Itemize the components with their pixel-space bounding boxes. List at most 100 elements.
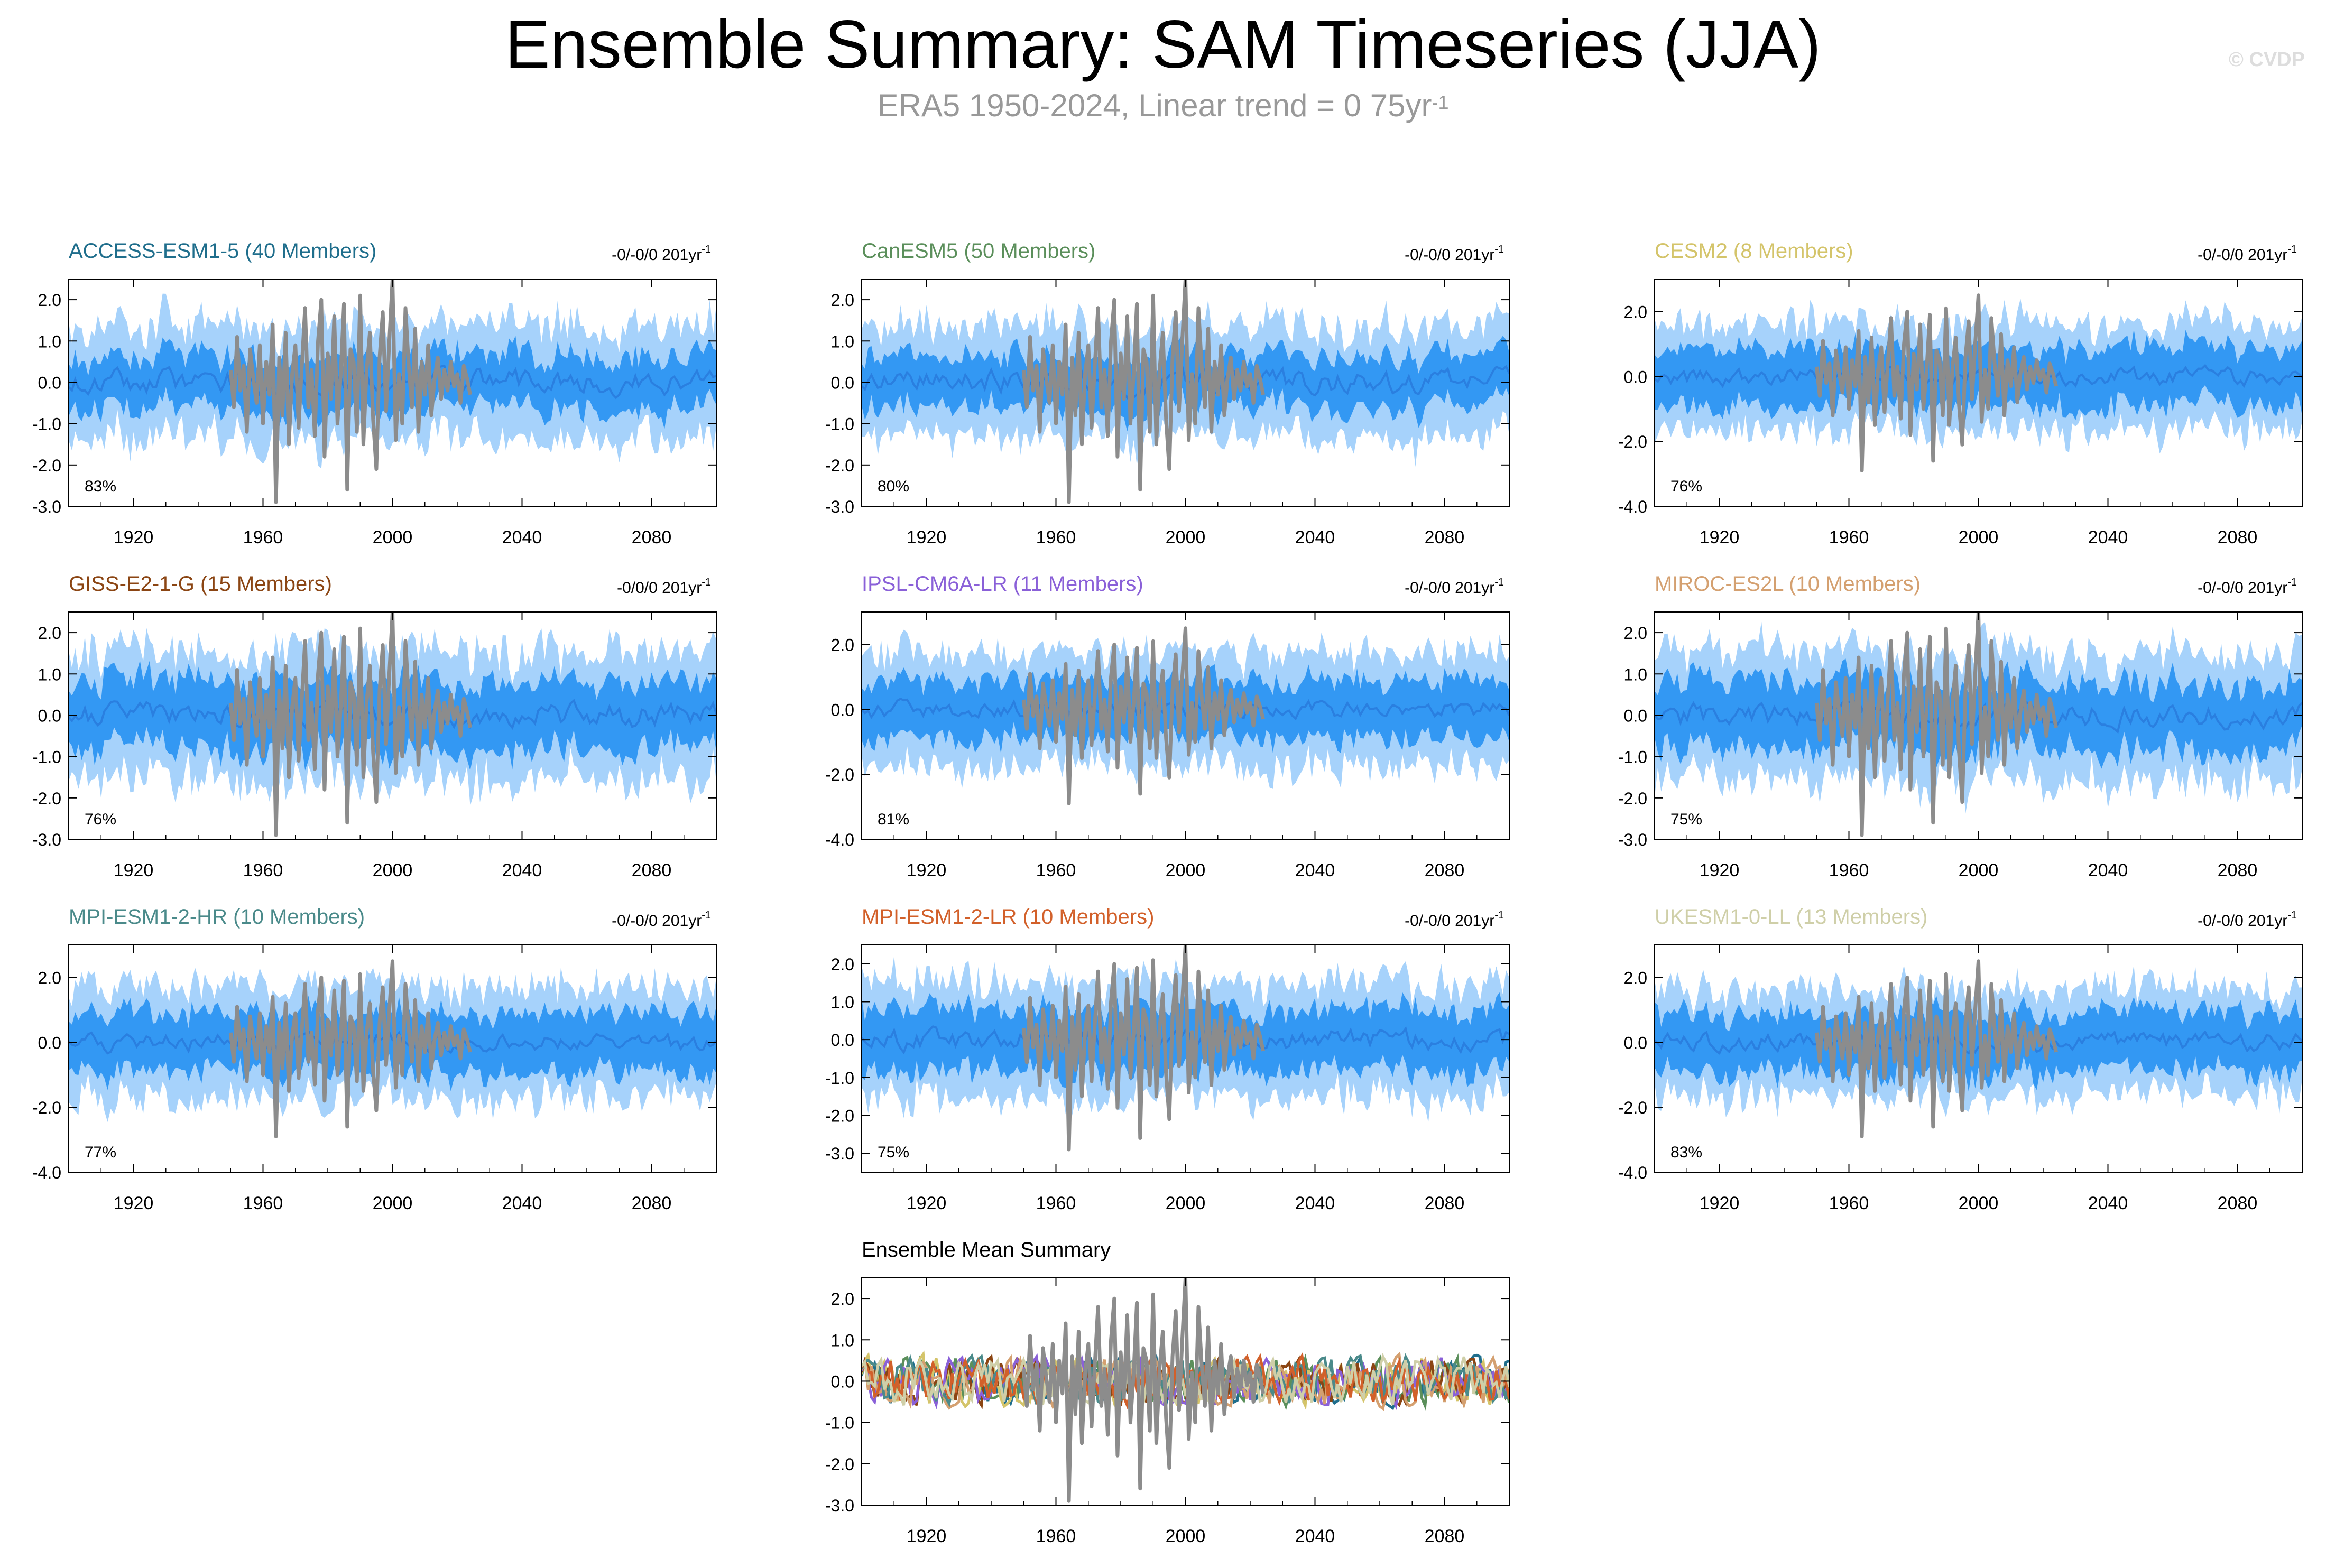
panel-percent-label: 76% <box>1670 478 1702 495</box>
y-tick-label: 2.0 <box>831 1289 854 1309</box>
x-tick-label: 2000 <box>1166 527 1206 548</box>
panel-percent-label: 76% <box>85 811 116 828</box>
panel-trend-sup: -1 <box>702 577 711 588</box>
panel-plot-area <box>862 626 1509 805</box>
panel-title: CanESM5 (50 Members) <box>862 239 1095 263</box>
ensemble-mean-line <box>69 1029 716 1055</box>
panel-ukesm: UKESM1-0-LL (13 Members) -0/-0/0 201yr-1 2… <box>1618 905 2303 1213</box>
ensemble-mean-line <box>1655 697 2302 734</box>
x-tick-label: 2040 <box>502 527 542 548</box>
y-tick-label: -4.0 <box>825 830 854 849</box>
panel-trend: -0/-0/0 201yr-1 <box>612 910 711 930</box>
y-tick-label: 2.0 <box>38 968 61 987</box>
x-tick-label: 2080 <box>2218 527 2258 548</box>
x-tick-label: 2000 <box>1166 860 1206 880</box>
y-tick-label: 0.0 <box>831 373 854 392</box>
panel-trend-sup: -1 <box>1494 910 1504 921</box>
y-tick-label: -3.0 <box>825 497 854 516</box>
era5-observation-line <box>1021 945 1265 1152</box>
x-tick-label: 2080 <box>1425 860 1465 880</box>
x-tick-label: 1920 <box>1700 527 1740 548</box>
x-tick-label: 2040 <box>1295 1193 1335 1213</box>
y-tick-label: 0.0 <box>831 1372 854 1391</box>
y-tick-label: 0.0 <box>1624 1033 1647 1052</box>
panel-percent-label: 75% <box>1670 811 1702 828</box>
panel-trend: -0/-0/0 201yr-1 <box>612 244 711 264</box>
ensemble-mean-line <box>1655 364 2302 388</box>
x-tick-label: 1920 <box>114 860 154 880</box>
panel-trend: -0/-0/0 201yr-1 <box>1405 244 1504 264</box>
panel-access: ACCESS-ESM1-5 (40 Members) -0/-0/0 201yr-… <box>32 239 717 548</box>
panel-trend-sup: -1 <box>1494 244 1504 255</box>
y-tick-label: -3.0 <box>32 497 61 516</box>
x-tick-label: 2040 <box>1295 860 1335 880</box>
panel-percent-label: 80% <box>878 478 909 495</box>
panel-plot-area <box>1655 612 2302 837</box>
panel-percent-label: 75% <box>878 1144 909 1161</box>
panel-percent-label: 81% <box>878 811 909 828</box>
era5-observation-line <box>228 279 472 504</box>
x-tick-label: 1960 <box>243 527 283 548</box>
panel-trend: -0/0/0 201yr-1 <box>617 577 711 597</box>
x-tick-label: 2040 <box>2088 860 2128 880</box>
y-tick-label: 2.0 <box>1624 624 1647 643</box>
panel-plot-area <box>862 1278 1509 1503</box>
panel-title: GISS-E2-1-G (15 Members) <box>69 572 332 596</box>
y-tick-label: -2.0 <box>32 1098 61 1117</box>
panel-mpilr: MPI-ESM1-2-LR (10 Members) -0/-0/0 201yr-… <box>825 905 1510 1213</box>
y-tick-label: -2.0 <box>32 456 61 475</box>
y-tick-label: -2.0 <box>1618 789 1647 808</box>
panel-trend-sup: -1 <box>1494 577 1504 588</box>
x-tick-label: 1960 <box>1036 1526 1076 1546</box>
y-tick-label: 2.0 <box>1624 968 1647 987</box>
x-tick-label: 1920 <box>114 1193 154 1213</box>
x-tick-label: 1960 <box>243 860 283 880</box>
x-tick-label: 1960 <box>1829 527 1869 548</box>
panel-percent-label: 83% <box>1670 1144 1702 1161</box>
y-tick-label: -2.0 <box>825 1107 854 1126</box>
page-title: Ensemble Summary: SAM Timeseries (JJA) <box>505 7 1821 82</box>
panel-title: IPSL-CM6A-LR (11 Members) <box>862 572 1143 596</box>
x-tick-label: 1920 <box>1700 860 1740 880</box>
y-tick-label: -2.0 <box>825 456 854 475</box>
inner-spread-band <box>1655 329 2302 421</box>
panel-ipsl: IPSL-CM6A-LR (11 Members) -0/-0/0 201yr-1… <box>825 572 1510 880</box>
inner-spread-band <box>1655 658 2302 769</box>
panel-cesm2: CESM2 (8 Members) -0/-0/0 201yr-1 2.0 0.0 -2… <box>1618 239 2303 548</box>
x-tick-label: 2080 <box>2218 860 2258 880</box>
panel-mpihr: MPI-ESM1-2-HR (10 Members) -0/-0/0 201yr-… <box>32 905 717 1213</box>
x-tick-label: 2040 <box>2088 527 2128 548</box>
y-tick-label: -3.0 <box>825 1144 854 1163</box>
x-tick-label: 2000 <box>373 1193 413 1213</box>
y-tick-label: 1.0 <box>831 1331 854 1350</box>
panel-trend: -0/-0/0 201yr-1 <box>2198 577 2297 597</box>
y-tick-label: 0.0 <box>1624 367 1647 386</box>
panel-title: MPI-ESM1-2-HR (10 Members) <box>69 905 365 929</box>
y-tick-label: 2.0 <box>38 291 61 310</box>
x-tick-label: 1960 <box>1036 1193 1076 1213</box>
panel-title: ACCESS-ESM1-5 (40 Members) <box>69 239 376 263</box>
y-tick-label: 0.0 <box>38 373 61 392</box>
x-tick-label: 2080 <box>632 1193 672 1213</box>
y-tick-label: -3.0 <box>825 1496 854 1515</box>
panel-trend: -0/-0/0 201yr-1 <box>1405 910 1504 930</box>
y-tick-label: -2.0 <box>825 1455 854 1474</box>
y-tick-label: 0.0 <box>38 706 61 725</box>
y-tick-label: 0.0 <box>831 1031 854 1050</box>
ensemble-mean-line <box>862 365 1509 400</box>
x-tick-label: 2080 <box>1425 527 1465 548</box>
panel-plot-area <box>69 959 716 1138</box>
model-mean-line <box>862 1353 1509 1412</box>
y-tick-label: 1.0 <box>38 665 61 684</box>
y-tick-label: 0.0 <box>38 1033 61 1052</box>
panel-trend: -0/-0/0 201yr-1 <box>2198 910 2297 930</box>
x-tick-label: 2000 <box>1166 1193 1206 1213</box>
y-tick-label: 0.0 <box>1624 706 1647 725</box>
inner-spread-band <box>862 990 1509 1088</box>
era5-observation-line <box>1814 293 2058 472</box>
inner-spread-band <box>862 664 1509 754</box>
x-tick-label: 1920 <box>114 527 154 548</box>
era5-observation-line <box>1021 626 1265 805</box>
panel-trend: -0/-0/0 201yr-1 <box>1405 577 1504 597</box>
